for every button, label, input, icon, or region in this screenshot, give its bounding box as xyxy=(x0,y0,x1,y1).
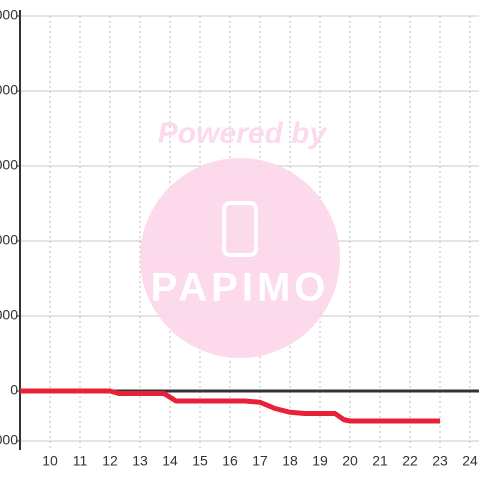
x-tick-label: 23 xyxy=(432,453,448,469)
x-tick-label: 20 xyxy=(342,453,358,469)
x-tick-label: 14 xyxy=(162,453,178,469)
x-tick-label: 18 xyxy=(282,453,298,469)
y-tick-label: 0 xyxy=(10,382,18,398)
x-tick-label: 15 xyxy=(192,453,208,469)
y-tick-label: 60,000 xyxy=(0,232,18,248)
y-tick-label: 150,000 xyxy=(0,7,18,23)
y-tick-label: 120,000 xyxy=(0,82,18,98)
watermark-icon xyxy=(222,201,258,257)
x-tick-label: 12 xyxy=(102,453,118,469)
x-tick-label: 19 xyxy=(312,453,328,469)
y-tick-label: 90,000 xyxy=(0,157,18,173)
x-tick-label: 16 xyxy=(222,453,238,469)
x-tick-label: 17 xyxy=(252,453,268,469)
y-tick-label: 30,000 xyxy=(0,307,18,323)
x-tick-label: 22 xyxy=(402,453,418,469)
x-tick-label: 10 xyxy=(42,453,58,469)
watermark: Powered by PAPIMO xyxy=(140,117,340,358)
watermark-text: Powered by xyxy=(158,117,328,150)
line xyxy=(20,388,440,424)
x-tick-label: 21 xyxy=(372,453,388,469)
y-tick-label: -20,000 xyxy=(0,432,18,448)
watermark-circle xyxy=(140,158,340,358)
watermark-logo: PAPIMO xyxy=(151,266,330,310)
x-tick-label: 24 xyxy=(462,453,478,469)
x-tick-label: 13 xyxy=(132,453,148,469)
x-tick-label: 11 xyxy=(73,453,88,469)
